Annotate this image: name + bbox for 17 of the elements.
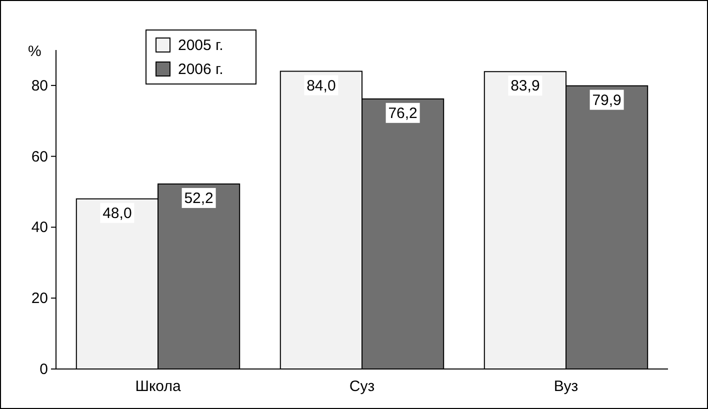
data-label: 79,9 [592,92,622,109]
data-label: 84,0 [306,77,336,94]
y-tick-label: 40 [31,219,48,236]
y-tick-label: 80 [31,77,48,94]
x-tick-label: Школа [135,378,182,395]
data-label: 48,0 [102,204,132,222]
y-tick-label: 20 [31,290,48,308]
x-tick-label: Вуз [554,378,578,395]
data-label: 52,2 [184,190,214,207]
data-label: 83,9 [510,78,540,95]
y-tick-label: 0 [40,361,48,378]
legend-label: 2005 г. [178,37,224,54]
y-axis-title: % [28,43,42,60]
data-label: 76,2 [388,104,418,122]
y-tick-label: 60 [31,148,48,166]
legend-label: 2006 г. [178,61,224,78]
x-tick-label: Суз [349,378,375,395]
